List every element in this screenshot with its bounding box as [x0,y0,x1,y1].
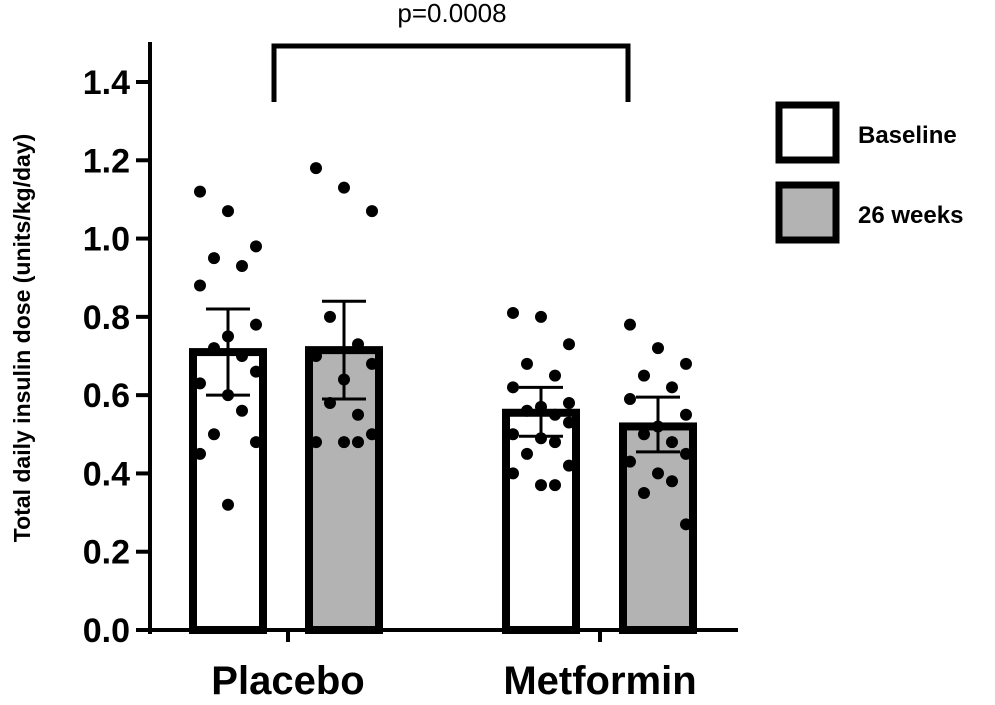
error-bars [206,299,680,454]
data-point [638,428,650,441]
legend-swatch [775,101,840,164]
data-point [521,357,533,370]
data-point [638,369,650,382]
legend-item: 26 weeks [775,181,963,244]
data-point [250,436,262,449]
data-point [310,162,322,175]
data-point [352,338,364,351]
data-point [236,404,248,417]
data-point [535,479,547,492]
data-point [236,350,248,362]
y-tick-label: 0.4 [83,455,130,493]
data-point [666,436,678,449]
data-point [310,350,322,362]
error-bar [322,299,366,401]
data-point [680,447,692,460]
y-tick-label: 0.2 [83,534,130,572]
axes: Placebo Metformin 0.0 0.2 0.4 0.6 0.8 1.0 1.2 1.4… [9,42,738,703]
data-point [549,479,561,492]
legend: Baseline 26 weeks [775,101,963,244]
data-point [310,436,322,449]
data-point [549,408,561,421]
data-point [563,416,575,429]
x-tick-label: Metformin [503,659,696,703]
p-value-label: p=0.0008 [397,0,506,28]
y-tick-label: 0.8 [83,299,130,337]
bars [189,346,697,635]
data-point [680,518,692,531]
legend-label: 26 weeks [858,202,963,229]
y-axis-label: Total daily insulin dose (units/kg/day) [9,134,35,543]
significance-bracket [271,43,631,102]
data-point [194,185,206,198]
data-point [507,428,519,441]
data-point [366,205,378,218]
data-point [563,459,575,472]
data-point [194,447,206,460]
legend-swatch [775,181,840,244]
data-point [507,381,519,394]
data-point [549,436,561,449]
data-point [324,310,336,323]
x-tick-label: Placebo [211,659,364,703]
error-bar [206,307,250,397]
data-point [236,259,248,272]
error-bar [636,395,680,454]
data-point [652,467,664,480]
data-point [666,475,678,488]
data-point [338,436,350,449]
data-point [624,393,636,406]
data-point [250,318,262,331]
data-point [222,205,234,218]
error-bar [519,385,563,438]
data-point [194,377,206,390]
data-point [624,318,636,331]
data-point [208,252,220,265]
data-point [507,306,519,319]
y-tick-label: 1.0 [83,221,130,259]
data-point [652,342,664,355]
significance-annotation: p=0.0008 [271,0,631,102]
data-point [549,369,561,382]
data-point [563,338,575,351]
legend-item: Baseline [775,101,957,164]
data-points [194,162,692,531]
data-point [352,408,364,421]
data-point [250,240,262,253]
data-point [250,365,262,378]
data-point [366,428,378,441]
data-point [680,408,692,421]
data-point [208,342,220,355]
data-point [208,428,220,441]
data-point [507,467,519,480]
y-tick-label: 1.4 [83,64,130,102]
data-point [638,487,650,499]
legend-label: Baseline [858,122,957,149]
data-point [521,447,533,460]
data-point [624,455,636,468]
data-point [563,396,575,409]
bar-metformin-baseline [502,408,580,634]
data-point [352,436,364,449]
y-tick-label: 0.0 [83,612,130,650]
y-tick-label: 1.2 [83,142,130,180]
data-point [194,279,206,292]
data-point [338,181,350,194]
data-point [521,404,533,417]
data-point [680,357,692,370]
data-point [222,498,234,511]
data-point [535,310,547,323]
data-point [666,381,678,394]
y-tick-label: 0.6 [83,377,130,415]
data-point [366,357,378,370]
